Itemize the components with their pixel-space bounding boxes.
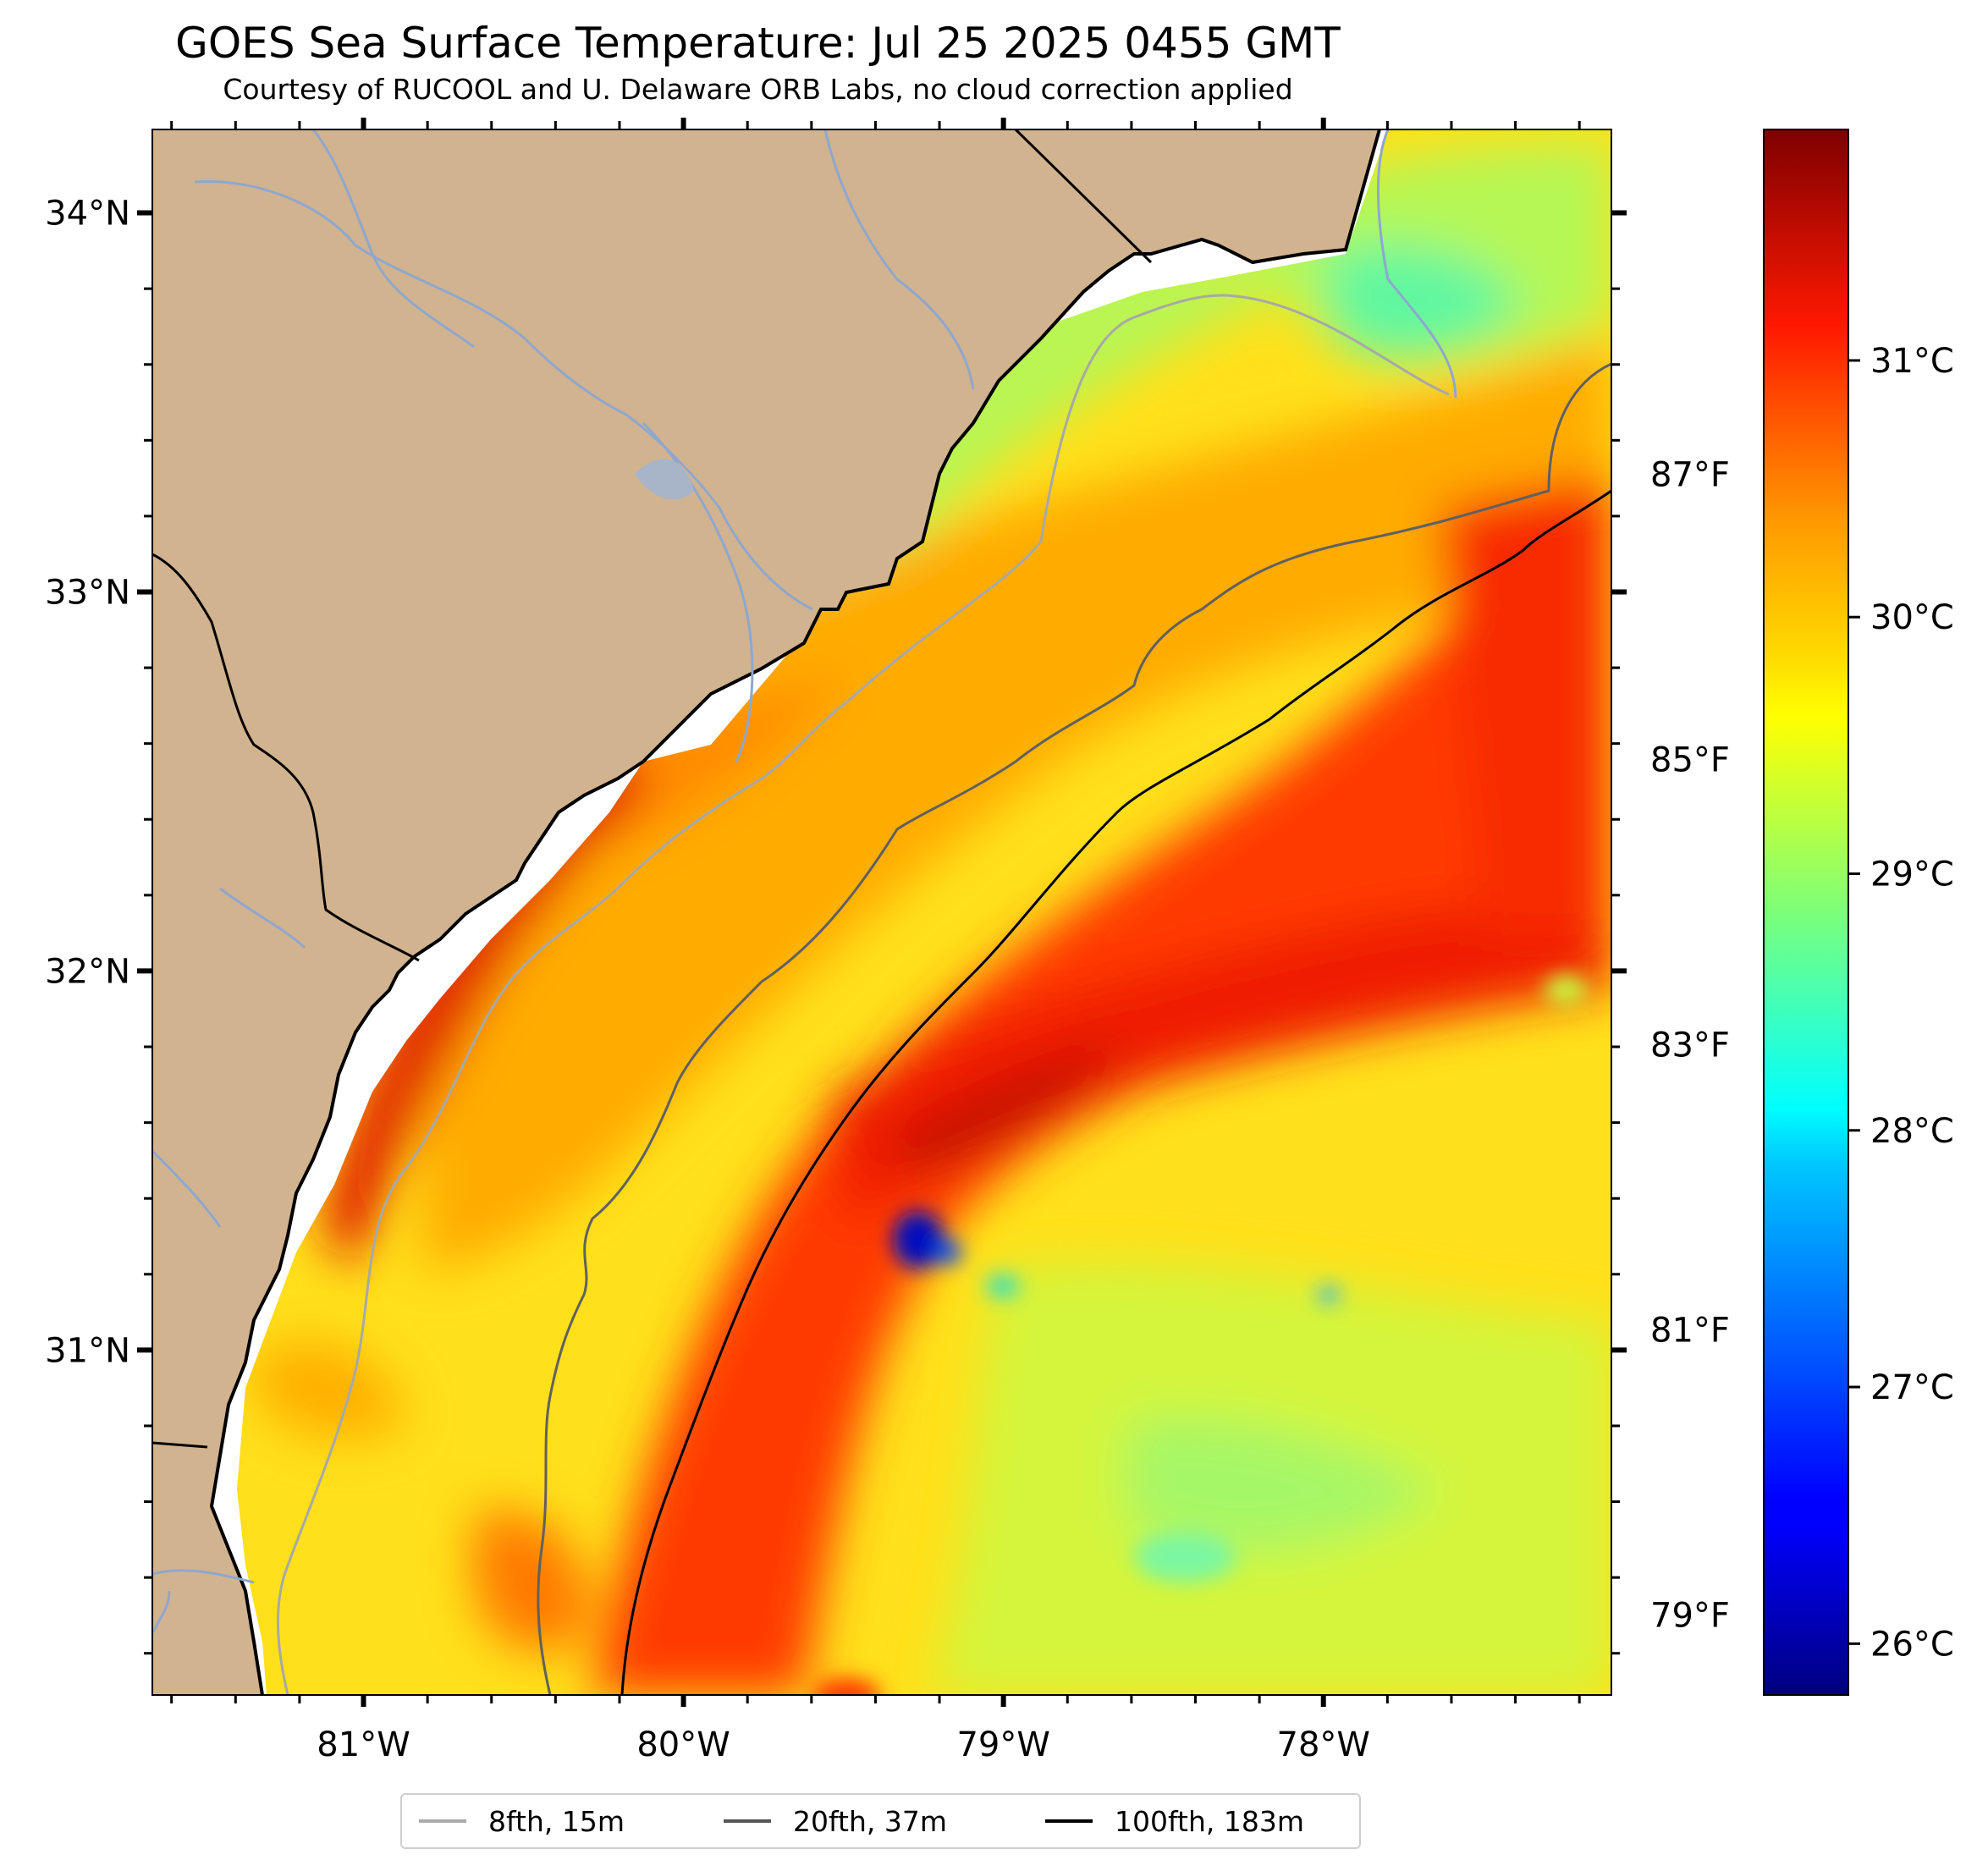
legend-item-8fth: 8fth, 15m xyxy=(419,1795,625,1847)
colorbar-fahrenheit-label: 81°F xyxy=(1650,1312,1730,1351)
coastline xyxy=(209,129,1381,1695)
colorbar-fahrenheit-label: 83°F xyxy=(1650,1026,1730,1065)
lon-tick-label: 79°W xyxy=(956,1725,1049,1764)
map-frame xyxy=(151,129,1612,1696)
lon-tick-label: 81°W xyxy=(317,1725,410,1764)
legend-label-100fth: 100fth, 183m xyxy=(1115,1804,1304,1838)
colorbar-celsius-label: 31°C xyxy=(1870,342,1954,381)
bathymetry-100fth-contour xyxy=(620,489,1611,1695)
map-subtitle: Courtesy of RUCOOL and U. Delaware ORB L… xyxy=(223,73,1293,106)
colorbar-ticks: 31°C 30°C 29°C 28°C 27°C 26°C 87°F 85°F 83°F 81°F… xyxy=(1650,342,1954,1664)
legend-swatch-20fth xyxy=(724,1819,771,1823)
lon-tick-label: 80°W xyxy=(636,1725,730,1764)
colorbar-celsius-label: 28°C xyxy=(1870,1112,1954,1151)
sst-field xyxy=(152,129,1611,1695)
legend-label-20fth: 20fth, 37m xyxy=(793,1804,947,1838)
colorbar-frame xyxy=(1763,129,1849,1696)
rivers xyxy=(152,129,1457,1634)
colorbar-celsius-label: 29°C xyxy=(1870,856,1954,894)
colorbar-celsius-label: 27°C xyxy=(1870,1368,1954,1407)
colorbar xyxy=(1764,129,1848,1695)
legend-swatch-100fth xyxy=(1045,1819,1093,1823)
legend-label-8fth: 8fth, 15m xyxy=(488,1804,625,1838)
colorbar-celsius-label: 26°C xyxy=(1870,1625,1954,1664)
legend-item-100fth: 100fth, 183m xyxy=(1045,1795,1304,1847)
lon-tick-label: 78°W xyxy=(1277,1725,1370,1764)
legend-item-20fth: 20fth, 37m xyxy=(724,1795,947,1847)
lat-tick-label: 32°N xyxy=(45,952,130,991)
lake xyxy=(635,459,694,500)
contour-legend: 8fth, 15m 20fth, 37m 100fth, 183m xyxy=(400,1793,1361,1849)
state-boundaries xyxy=(152,129,1153,1449)
colorbar-fahrenheit-label: 87°F xyxy=(1650,456,1730,495)
legend-swatch-8fth xyxy=(419,1819,466,1823)
lat-tick-label: 34°N xyxy=(45,195,130,234)
map-axes: 81°W 80°W 79°W 78°W 34°N 33°N 32°N 31°N xyxy=(45,118,1627,1764)
lat-tick-label: 33°N xyxy=(45,573,130,612)
lat-tick-label: 31°N xyxy=(45,1331,130,1370)
colorbar-celsius-label: 30°C xyxy=(1870,598,1954,637)
land-mass xyxy=(152,129,1379,1695)
bathymetry-20fth-contour xyxy=(537,362,1611,1695)
map-title: GOES Sea Surface Temperature: Jul 25 202… xyxy=(175,19,1341,68)
colorbar-fahrenheit-label: 85°F xyxy=(1650,741,1730,780)
bathymetry-8fth-contour xyxy=(277,294,1450,1695)
colorbar-fahrenheit-label: 79°F xyxy=(1650,1597,1730,1636)
